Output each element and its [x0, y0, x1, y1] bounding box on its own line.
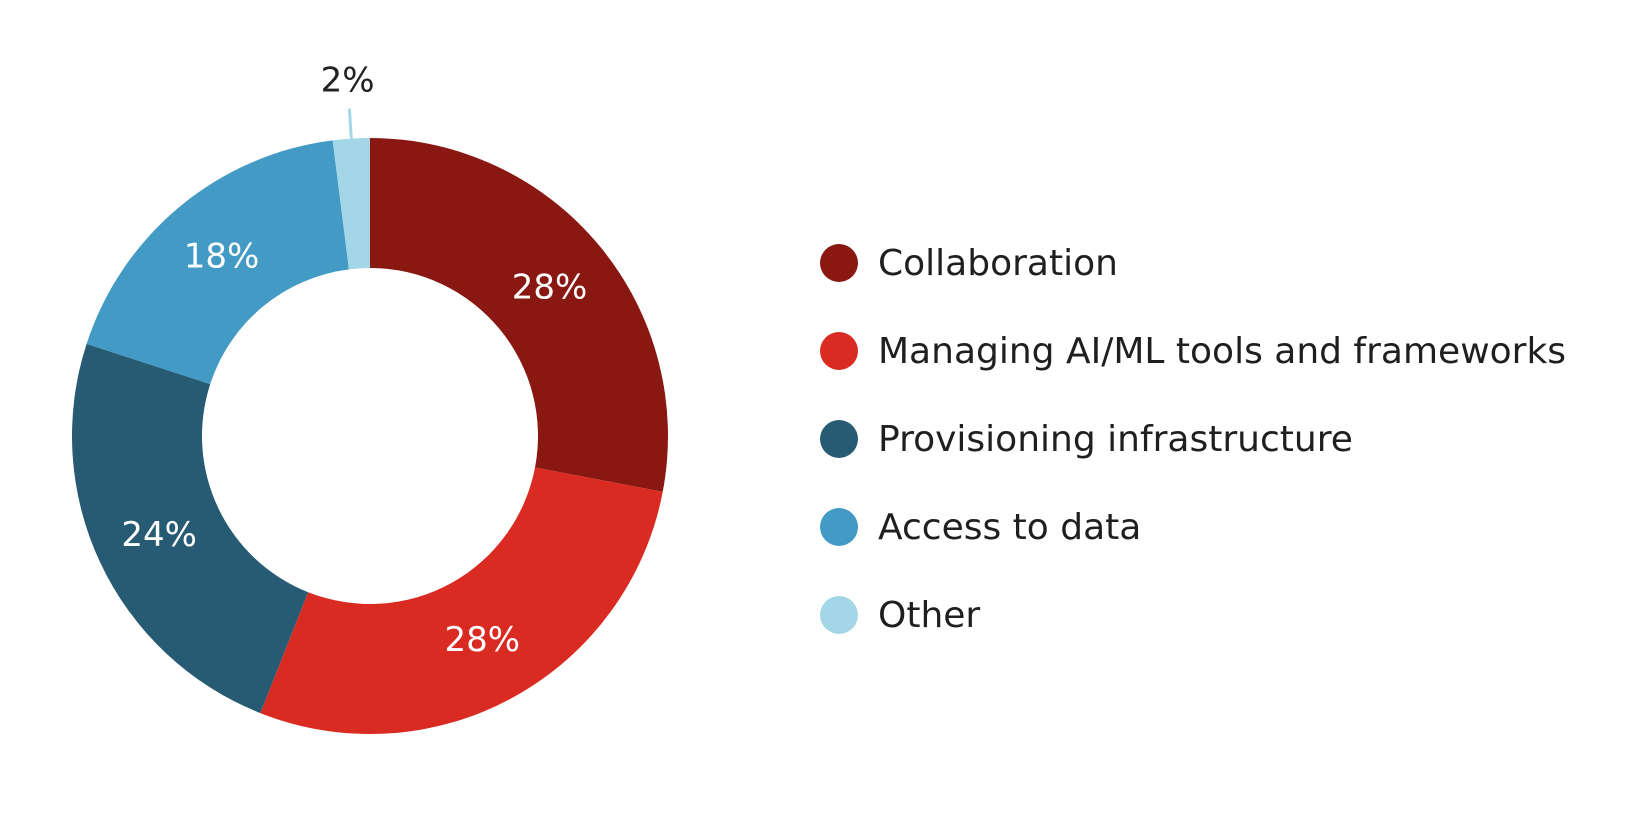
slice-label-provisioning-infrastructure: 24% [121, 515, 197, 555]
slice-label-collaboration: 28% [512, 267, 588, 307]
legend: Collaboration Managing AI/ML tools and f… [820, 242, 1567, 684]
legend-swatch [820, 332, 858, 370]
legend-item-other: Other [820, 594, 1566, 636]
slice-provisioning-infrastructure [71, 343, 309, 714]
legend-label: Access to data [878, 506, 1142, 548]
legend-label: Collaboration [878, 242, 1118, 284]
slice-label-managing-ai-ml: 28% [444, 620, 520, 660]
slice-label-other: 2% [321, 61, 375, 101]
donut-chart: 28% 28% 24% 18% 2% [71, 61, 669, 734]
slice-managing-ai-ml [260, 467, 663, 734]
legend-swatch [820, 508, 858, 546]
leader-line-other [347, 108, 353, 139]
legend-item-managing-ai-ml: Managing AI/ML tools and frameworks [820, 330, 1567, 372]
legend-label: Managing AI/ML tools and frameworks [878, 330, 1567, 372]
slice-other [332, 138, 370, 270]
legend-label: Other [878, 594, 981, 636]
legend-swatch [820, 596, 858, 634]
slice-access-to-data [86, 140, 349, 385]
slice-collaboration [370, 138, 669, 492]
legend-label: Provisioning infrastructure [878, 418, 1353, 460]
legend-swatch [820, 420, 858, 458]
slice-label-access-to-data: 18% [184, 236, 260, 276]
legend-item-provisioning-infrastructure: Provisioning infrastructure [820, 418, 1566, 460]
legend-item-collaboration: Collaboration [820, 242, 1566, 284]
legend-item-access-to-data: Access to data [820, 506, 1566, 548]
legend-swatch [820, 244, 858, 282]
